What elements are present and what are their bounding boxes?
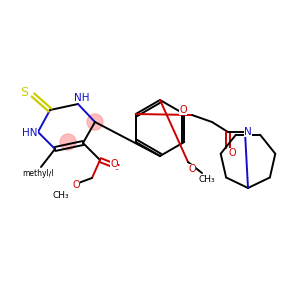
Text: CH₃: CH₃ [53,190,69,200]
Text: O: O [188,164,196,174]
Circle shape [87,114,103,130]
Text: O: O [110,159,118,169]
Text: N: N [244,127,252,137]
Text: NH: NH [74,93,90,103]
Text: methyl: methyl [28,169,54,178]
Text: CH₃: CH₃ [199,175,215,184]
Text: O: O [228,148,236,158]
Circle shape [60,134,76,150]
Text: O: O [72,180,80,190]
Text: HN: HN [22,128,38,138]
Text: O: O [179,105,187,115]
Text: methyl: methyl [22,169,50,178]
Text: S: S [20,86,28,100]
